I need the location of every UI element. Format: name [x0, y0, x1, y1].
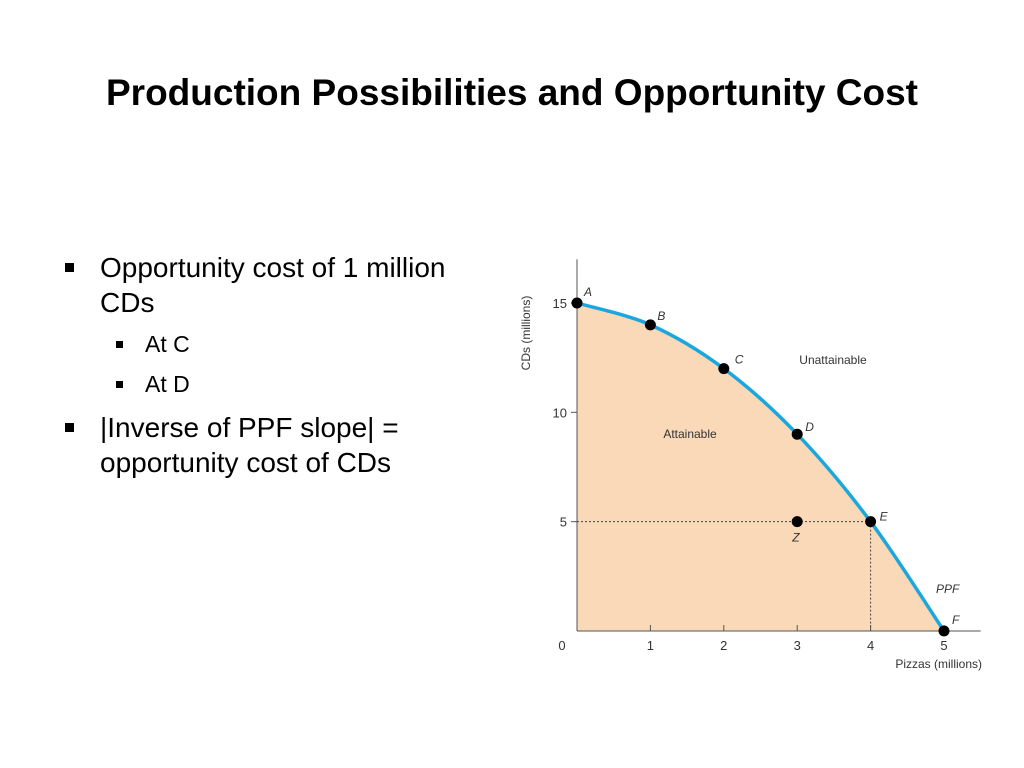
point-z	[791, 516, 803, 528]
point-label-f: F	[952, 613, 960, 627]
attainable-label: Attainable	[663, 427, 717, 441]
point-label-d: D	[805, 420, 814, 434]
point-e	[865, 516, 877, 528]
sub-bullet-text: At C	[145, 331, 190, 357]
sub-bullet-item: At C	[62, 330, 482, 358]
x-tick-label: 0	[558, 638, 565, 653]
point-label-a: A	[583, 285, 592, 299]
point-label-e: E	[880, 510, 889, 524]
x-tick-label: 2	[720, 638, 727, 653]
bullet-square-icon	[116, 381, 123, 388]
bullet-square-icon	[65, 423, 74, 432]
x-axis-label: Pizzas (millions)	[895, 657, 982, 671]
point-label-z: Z	[791, 531, 800, 545]
axis-ticks: 0 1 2 3 4 5 5 10 15	[553, 296, 948, 653]
y-axis-label: CDs (millions)	[519, 296, 533, 371]
point-d	[791, 428, 803, 440]
point-a	[571, 297, 583, 309]
bullet-square-icon	[65, 263, 74, 272]
point-b	[644, 319, 656, 331]
attainable-area	[577, 303, 944, 631]
x-tick-label: 3	[794, 638, 801, 653]
bullet-list: Opportunity cost of 1 million CDs At C A…	[62, 250, 482, 490]
x-tick-label: 4	[867, 638, 874, 653]
bullet-text: |Inverse of PPF slope| = opportunity cos…	[100, 412, 399, 478]
point-label-b: B	[657, 309, 665, 323]
guide-lines	[577, 521, 872, 631]
ppf-chart: 0 1 2 3 4 5 5 10 15 A B C D E F Z CDs (millions) Pizza…	[519, 259, 982, 671]
bullet-item: |Inverse of PPF slope| = opportunity cos…	[62, 410, 482, 480]
bullet-square-icon	[116, 341, 123, 348]
sub-bullet-item: At D	[62, 370, 482, 398]
y-tick-label: 10	[553, 405, 567, 420]
x-tick-label: 1	[647, 638, 654, 653]
point-label-c: C	[735, 353, 744, 367]
bullet-text: Opportunity cost of 1 million CDs	[100, 252, 446, 318]
ppf-label: PPF	[936, 582, 960, 596]
bullet-item: Opportunity cost of 1 million CDs	[62, 250, 482, 320]
point-f	[938, 625, 950, 637]
point-c	[718, 363, 730, 375]
unattainable-label: Unattainable	[799, 353, 867, 367]
x-tick-label: 5	[940, 638, 947, 653]
slide-title: Production Possibilities and Opportunity…	[106, 72, 918, 113]
sub-bullet-text: At D	[145, 371, 190, 397]
data-points: A B C D E F Z	[571, 285, 960, 637]
y-tick-label: 5	[560, 515, 567, 530]
y-tick-label: 15	[553, 296, 567, 311]
